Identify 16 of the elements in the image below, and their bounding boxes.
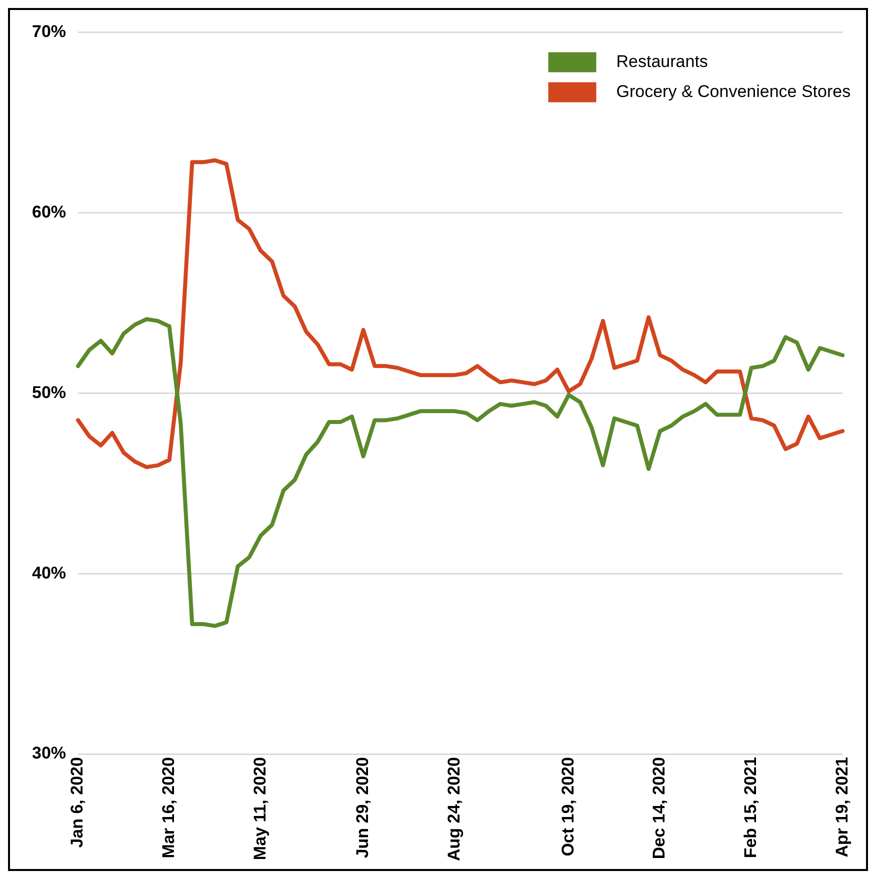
x-tick-label: Aug 24, 2020 [444,757,464,862]
x-tick-label: Apr 19, 2021 [832,757,852,858]
x-tick-label: May 11, 2020 [250,757,270,860]
y-tick-label: 30% [32,744,66,763]
y-tick-label: 70% [32,22,66,41]
legend-label: Grocery & Convenience Stores [616,82,851,101]
x-tick-label: Mar 16, 2020 [159,757,178,858]
y-tick-label: 50% [32,382,66,402]
x-tick-label: Jun 29, 2020 [353,757,372,858]
x-tick-label: Feb 15, 2021 [740,757,760,858]
x-tick-label: Dec 14, 2020 [650,757,669,860]
y-tick-label: 60% [32,202,66,222]
x-tick-label: Oct 19, 2020 [558,757,578,856]
x-tick-label: Jan 6, 2020 [68,757,87,848]
y-tick-label: 40% [32,563,66,582]
legend-label: Restaurants [616,52,708,71]
